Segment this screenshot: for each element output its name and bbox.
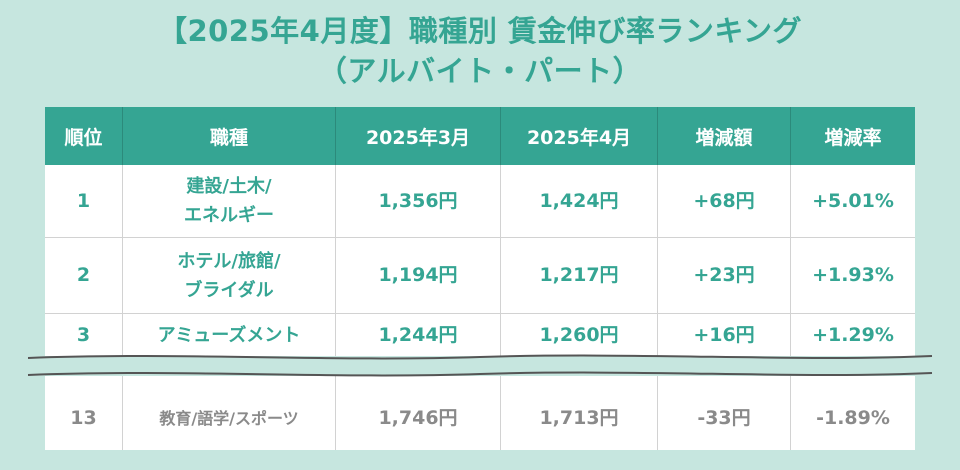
header-rate: 増減率	[824, 126, 882, 149]
april-wage-cell: 1,713円	[539, 406, 619, 429]
job-line: 建設/土木/	[186, 176, 272, 197]
header-divider	[657, 107, 658, 165]
header-divider	[790, 107, 791, 165]
april-wage-cell: 1,217円	[539, 264, 619, 286]
column-divider	[335, 107, 336, 450]
column-divider	[790, 107, 791, 450]
header-april: 2025年4月	[526, 126, 632, 149]
table-break-marker	[0, 354, 960, 377]
march-wage-cell: 1,356円	[378, 189, 458, 212]
job-cell: 教育/語学/スポーツ	[159, 408, 299, 428]
header-job: 職種	[209, 126, 248, 149]
row-divider	[45, 313, 915, 314]
row-divider	[45, 237, 915, 238]
rate-cell: +1.93%	[812, 264, 894, 286]
column-divider	[657, 107, 658, 450]
march-wage-cell: 1,244円	[378, 323, 458, 346]
march-wage-cell: 1,746円	[378, 406, 458, 429]
rate-cell: +1.29%	[812, 323, 894, 346]
rank-cell: 1	[76, 189, 91, 212]
rank-cell: 3	[76, 323, 91, 346]
job-line: ホテル/旅館/	[177, 250, 281, 272]
job-cell: ホテル/旅館/ ブライダル	[123, 238, 335, 313]
diff-cell: -33円	[697, 406, 751, 429]
page-title: 【2025年4月度】職種別 賃金伸び率ランキング	[157, 14, 803, 48]
column-divider	[500, 107, 501, 450]
ranking-table: 順位 職種 2025年3月 2025年4月 増減額 増減率 1 建設/土木/ エ…	[45, 107, 915, 450]
page-subtitle: （アルバイト・パート）	[317, 54, 643, 88]
header-divider	[122, 107, 123, 165]
rate-cell: +5.01%	[812, 189, 894, 212]
job-line: エネルギー	[184, 205, 274, 226]
rate-cell: -1.89%	[816, 406, 890, 429]
diff-cell: +16円	[693, 323, 755, 346]
job-line: ブライダル	[184, 279, 274, 301]
column-divider	[122, 107, 123, 450]
job-cell: アミューズメント	[157, 324, 301, 346]
diff-cell: +23円	[693, 264, 755, 286]
rank-cell: 2	[76, 264, 91, 286]
rank-cell: 13	[70, 406, 97, 429]
april-wage-cell: 1,260円	[539, 323, 619, 346]
job-cell: 建設/土木/ エネルギー	[123, 165, 335, 237]
march-wage-cell: 1,194円	[378, 264, 458, 286]
diff-cell: +68円	[693, 189, 755, 212]
header-divider	[500, 107, 501, 165]
header-diff: 増減額	[695, 126, 753, 149]
header-march: 2025年3月	[365, 126, 471, 149]
header-divider	[335, 107, 336, 165]
table-header	[45, 107, 915, 165]
header-rank: 順位	[64, 126, 103, 149]
april-wage-cell: 1,424円	[539, 189, 619, 212]
